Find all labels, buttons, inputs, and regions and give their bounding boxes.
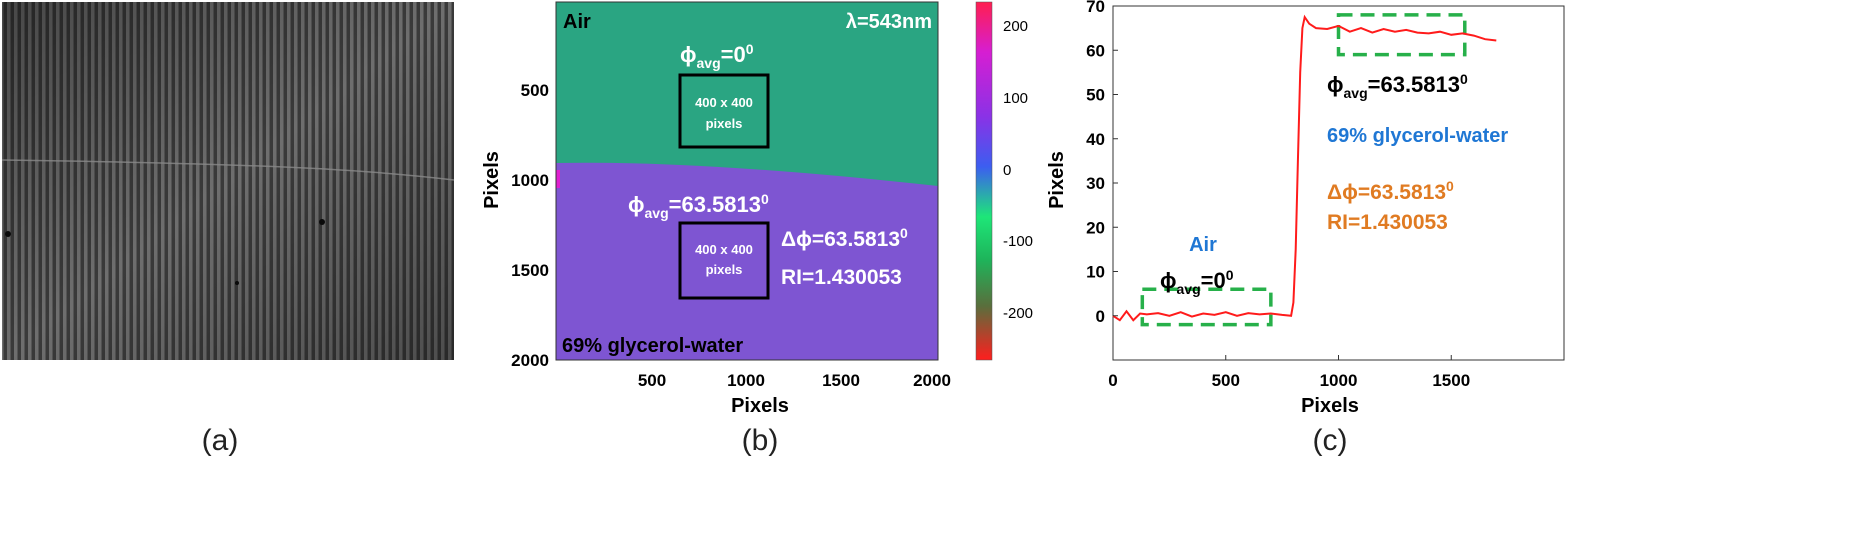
colorbar-gradient [975,1,993,361]
delta-phi-label-b: Δϕ=63.58130 [781,225,908,251]
phase-map-x-ticks: 500 1000 1500 2000 [638,371,951,390]
ri-label-b: RI=1.430053 [781,266,902,289]
cbar-tick-200: 200 [1003,18,1028,35]
roi-label-air-line2: pixels [706,116,743,131]
cbar-tick-100: 100 [1003,90,1028,107]
roi-label-glycerol-line2: pixels [706,262,743,277]
x-tick-b-2000: 2000 [913,371,951,390]
plot-c-x-ticks: 0 500 1000 1500 [1108,355,1470,390]
y-tick-label-c-20: 20 [1086,218,1105,237]
x-tick-b-1500: 1500 [822,371,860,390]
roi-box-c-1 [1336,13,1467,57]
x-tick-label-c-1000: 1000 [1320,371,1358,390]
phi-avg-air-label-c: ϕavg=00 [1160,267,1234,297]
plot-c-series [1112,14,1497,322]
air-label-b: Air [563,11,591,33]
y-tick-label-c-50: 50 [1086,86,1105,105]
x-axis-label-c: Pixels [1301,395,1359,417]
y-axis-label-b: Pixels [481,151,503,209]
phase-map [555,1,939,361]
panel-label-a: (a) [202,424,239,457]
air-label-c: Air [1189,234,1217,256]
x-tick-label-c-0: 0 [1108,371,1117,390]
y-tick-label-c-10: 10 [1086,263,1105,282]
cbar-tick-minus100: -100 [1003,233,1033,250]
x-axis-label-b: Pixels [731,395,789,417]
plot-c-roi-boxes [1140,13,1467,327]
phi-avg-glycerol-label-b: ϕavg=63.58130 [628,191,769,221]
y-tick-label-c-30: 30 [1086,174,1105,193]
roi-box-glycerol [678,221,770,300]
profile-line-0 [1112,14,1497,322]
panel-label-c: (c) [1313,424,1348,457]
glycerol-region [556,162,938,360]
edge-artifact [556,170,560,188]
cbar-tick-0: 0 [1003,162,1011,179]
y-tick-label-c-70: 70 [1086,0,1105,16]
cbar-tick-minus200: -200 [1003,305,1033,322]
ri-label-c: RI=1.430053 [1327,211,1448,234]
interferogram-image [1,2,455,360]
roi-label-air-line1: 400 x 400 [695,95,753,110]
y-tick-label-c-60: 60 [1086,41,1105,60]
plot-c-y-ticks: 0 10 20 30 40 50 60 70 [1086,0,1118,326]
y-tick-label-c-40: 40 [1086,130,1105,149]
x-tick-label-c-1500: 1500 [1432,371,1470,390]
colorbar [975,1,993,361]
phi-avg-air-label-b: ϕavg=00 [680,41,754,71]
y-tick-b-2000: 2000 [511,351,549,370]
y-tick-b-500: 500 [521,81,549,100]
colorbar-ticks: 200 100 0 -100 -200 [1003,18,1033,322]
roi-box-c-0 [1140,287,1273,327]
y-axis-label-c: Pixels [1046,151,1068,209]
x-tick-b-500: 500 [638,371,666,390]
plot-c-axes-box [1112,5,1565,361]
glycerol-label-c: 69% glycerol-water [1327,125,1508,147]
roi-label-glycerol-line1: 400 x 400 [695,242,753,257]
y-tick-label-c-0: 0 [1096,307,1105,326]
phase-map-border [555,1,939,361]
y-tick-b-1500: 1500 [511,261,549,280]
roi-box-air [678,73,770,149]
phase-map-y-ticks: 500 1000 1500 2000 [511,81,549,370]
x-tick-b-1000: 1000 [727,371,765,390]
panel-label-b: (b) [742,424,779,457]
wavelength-label: λ=543nm [846,11,932,33]
glycerol-label-b: 69% glycerol-water [562,335,743,357]
y-tick-b-1000: 1000 [511,171,549,190]
delta-phi-label-c: Δϕ=63.58130 [1327,178,1454,204]
x-tick-label-c-500: 500 [1212,371,1240,390]
phi-avg-glycerol-label-c: ϕavg=63.58130 [1327,71,1468,101]
